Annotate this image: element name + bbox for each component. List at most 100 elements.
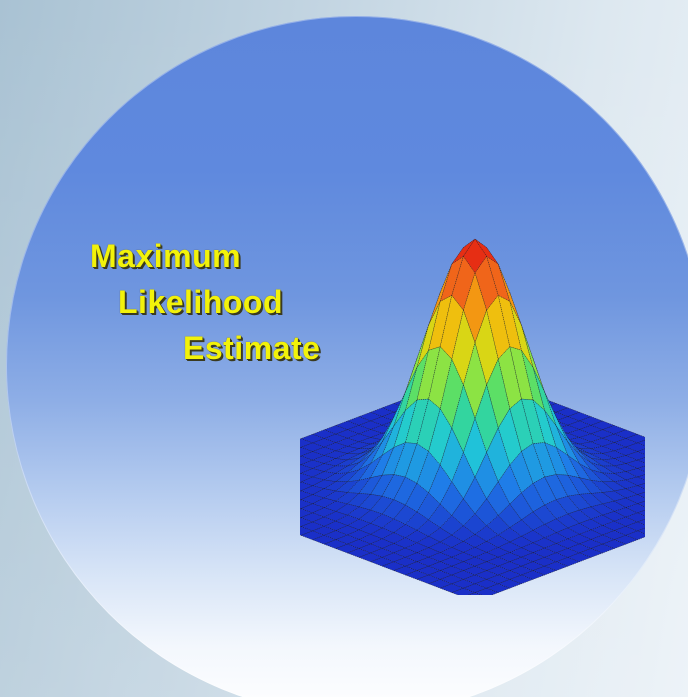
surface-cell bbox=[590, 514, 615, 526]
surface-cell bbox=[636, 491, 645, 499]
surface-cell bbox=[346, 463, 371, 483]
surface-cell bbox=[544, 442, 569, 476]
surface-cell bbox=[636, 527, 645, 535]
surface-cell bbox=[370, 527, 395, 540]
title-line-1: Maximum bbox=[90, 238, 242, 274]
surface-cell bbox=[497, 503, 522, 528]
surface-cell bbox=[486, 294, 511, 360]
surface-cell bbox=[335, 543, 360, 554]
surface-cell bbox=[300, 526, 314, 536]
surface-cell bbox=[323, 465, 349, 474]
surface-cell bbox=[590, 462, 616, 474]
surface-cell bbox=[405, 325, 429, 393]
surface-cell bbox=[451, 255, 476, 311]
surface-cell bbox=[404, 570, 430, 580]
surface-cell bbox=[439, 583, 465, 593]
surface-cell bbox=[451, 384, 476, 453]
surface-cell bbox=[428, 464, 453, 505]
surface-cell bbox=[474, 498, 499, 527]
surface-cell bbox=[381, 561, 407, 571]
surface-cell bbox=[463, 272, 487, 344]
surface-cell bbox=[474, 587, 499, 595]
surface-cell bbox=[578, 493, 604, 508]
surface-cell bbox=[532, 442, 557, 478]
surface-cell bbox=[555, 527, 580, 540]
title-line-3: Estimate bbox=[183, 330, 321, 366]
surface-cell bbox=[474, 255, 499, 311]
surface-cell bbox=[636, 500, 645, 508]
surface-cell bbox=[311, 479, 337, 489]
surface-cell bbox=[602, 511, 627, 522]
surface-cell bbox=[555, 513, 580, 529]
surface-cell bbox=[428, 264, 453, 326]
surface-cell bbox=[358, 441, 383, 470]
surface-cell bbox=[521, 398, 545, 444]
surface-cell bbox=[428, 527, 453, 543]
surface-cell bbox=[590, 503, 615, 516]
surface-cell bbox=[602, 500, 627, 512]
surface-cell bbox=[311, 488, 337, 499]
surface-cell bbox=[636, 448, 645, 455]
circular-badge bbox=[6, 16, 688, 697]
surface-cell bbox=[416, 450, 441, 494]
surface-cell bbox=[381, 532, 406, 544]
surface-cell bbox=[636, 465, 645, 472]
surface-cell bbox=[636, 518, 645, 526]
surface-cell bbox=[370, 513, 395, 529]
surface-cell bbox=[451, 451, 476, 500]
surface-cell bbox=[636, 509, 645, 517]
surface-cell bbox=[567, 523, 592, 535]
surface-cell bbox=[370, 425, 395, 464]
surface-cell bbox=[334, 462, 360, 474]
surface-cell bbox=[381, 474, 406, 500]
surface-cell bbox=[451, 498, 476, 527]
surface-cell bbox=[532, 367, 557, 427]
surface-cell bbox=[358, 523, 383, 535]
surface-cell bbox=[463, 417, 487, 478]
surface-cell bbox=[405, 398, 429, 444]
surface-cell bbox=[555, 417, 580, 455]
gaussian-surface-plot-icon bbox=[300, 225, 645, 595]
surface-cell bbox=[405, 443, 429, 484]
surface-cell bbox=[416, 398, 441, 452]
surface-cell bbox=[393, 367, 418, 427]
surface-cell bbox=[520, 542, 546, 553]
surface-cell bbox=[323, 511, 348, 522]
surface-cell bbox=[405, 482, 429, 513]
surface-cell bbox=[532, 399, 557, 448]
surface-cell bbox=[544, 518, 569, 533]
surface-cell bbox=[405, 511, 429, 531]
surface-cell bbox=[486, 358, 511, 429]
surface-cell bbox=[312, 497, 337, 508]
surface-cell bbox=[347, 451, 371, 467]
surface-cell bbox=[346, 518, 372, 531]
surface-cell bbox=[636, 474, 645, 481]
surface-cell bbox=[428, 294, 453, 351]
surface-cell bbox=[358, 494, 383, 511]
surface-cell bbox=[358, 455, 383, 481]
surface-cell bbox=[468, 592, 482, 595]
surface-cell bbox=[393, 565, 418, 576]
surface-cell bbox=[381, 391, 406, 443]
surface-cell bbox=[451, 238, 476, 265]
surface-cell bbox=[451, 587, 476, 595]
surface-cell bbox=[323, 500, 348, 512]
surface-cell bbox=[544, 410, 569, 456]
surface-cell bbox=[416, 492, 441, 521]
surface-cell bbox=[404, 350, 429, 412]
surface-cell bbox=[602, 490, 627, 502]
surface-cell bbox=[346, 548, 372, 558]
surface-cell bbox=[578, 518, 604, 531]
surface-cell bbox=[601, 481, 627, 492]
surface-cell bbox=[393, 476, 418, 506]
surface-cell bbox=[532, 537, 557, 549]
surface-cell bbox=[636, 483, 645, 490]
surface-cell bbox=[555, 425, 580, 464]
surface-cell bbox=[544, 532, 569, 544]
surface-cell bbox=[428, 408, 453, 466]
surface-mesh bbox=[300, 238, 645, 595]
surface-cell bbox=[346, 477, 372, 494]
surface-cell bbox=[335, 514, 360, 526]
surface-cell bbox=[636, 457, 645, 464]
title-block: Maximum Likelihood Estimate bbox=[90, 238, 390, 398]
